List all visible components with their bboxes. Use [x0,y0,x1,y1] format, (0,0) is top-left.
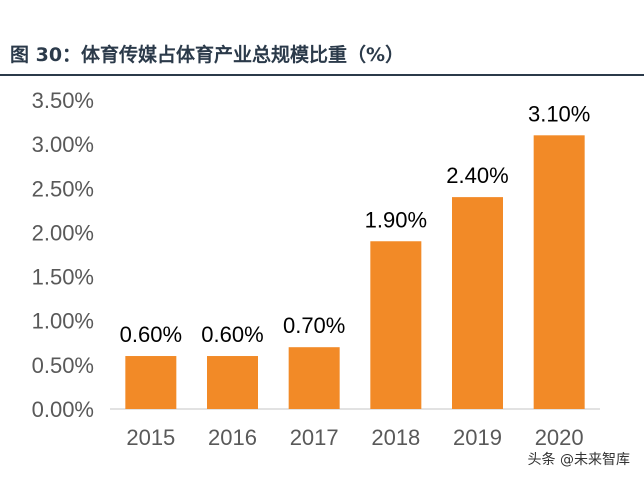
x-tick-label-2018: 2018 [371,425,420,448]
bar-2016 [207,356,258,409]
y-tick-label: 1.00% [32,309,94,334]
data-label-2015: 0.60% [120,322,182,347]
x-tick-label-2019: 2019 [453,425,502,448]
data-label-2020: 3.10% [528,101,590,126]
bar-2015 [125,356,177,409]
y-tick-label: 1.50% [32,265,94,290]
bar-chart: 0.00% 0.50% 1.00% 1.50% 2.00% 2.50% 3.00% 3.50%… [32,88,600,448]
y-tick-label: 3.00% [32,132,94,157]
y-tick-label: 2.00% [32,220,94,245]
chart-title: 图 30：体育传媒占体育产业总规模比重（%） [10,44,405,66]
data-label-2019: 2.40% [446,163,508,188]
title-divider [0,74,644,76]
y-tick-label: 0.00% [32,397,94,422]
data-label-2017: 0.70% [283,313,345,338]
chart-header: 图 30：体育传媒占体育产业总规模比重（%） [0,0,644,78]
bar-2018 [370,241,422,409]
y-tick-label: 3.50% [32,88,94,113]
x-tick-label-2017: 2017 [290,425,339,448]
x-tick-label-2016: 2016 [208,425,257,448]
bar-2020 [533,135,585,410]
bar-2017 [288,347,340,409]
x-tick-label-2015: 2015 [126,425,175,448]
data-label-2016: 0.60% [201,322,263,347]
data-label-2018: 1.90% [365,207,427,232]
y-tick-label: 0.50% [32,353,94,378]
bar-2019 [452,197,503,409]
y-tick-label: 2.50% [32,176,94,201]
watermark: 头条 @未来智库 [527,452,630,468]
x-tick-label-2020: 2020 [535,425,584,448]
